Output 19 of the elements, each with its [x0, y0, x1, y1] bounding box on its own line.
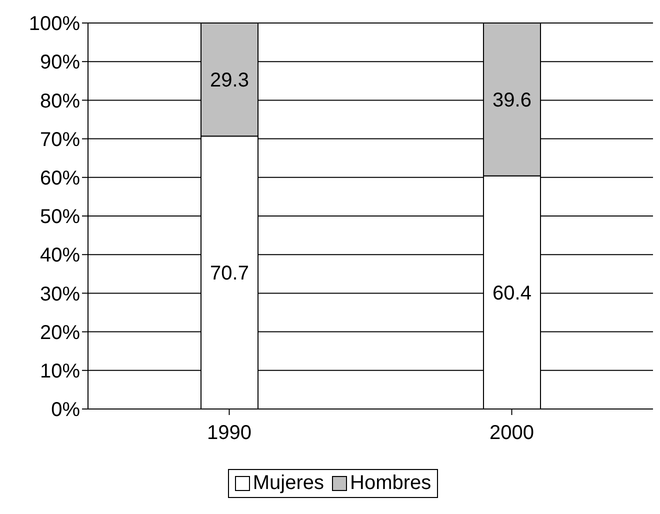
y-tick-label: 70% [40, 128, 80, 151]
x-tick-label: 1990 [207, 422, 252, 444]
y-tick-label: 60% [40, 168, 80, 190]
y-tick-label: 0% [51, 399, 80, 422]
x-tick-label: 2000 [490, 422, 534, 444]
y-tick-label: 20% [40, 322, 80, 344]
y-tick-label: 90% [40, 52, 80, 74]
legend-label: Hombres [349, 472, 432, 495]
y-tick-label: 80% [40, 90, 80, 112]
y-tick-label: 30% [40, 283, 80, 306]
y-tick-label: 50% [40, 206, 80, 228]
data-label: 70.7 [210, 262, 249, 285]
data-label: 29.3 [210, 70, 249, 92]
legend-label: Mujeres [252, 472, 324, 495]
data-label: 39.6 [492, 90, 532, 112]
y-tick-label: 40% [40, 244, 80, 267]
y-tick-label: 100% [28, 13, 80, 36]
y-tick-label: 10% [40, 360, 80, 382]
data-label: 60.4 [492, 282, 532, 305]
